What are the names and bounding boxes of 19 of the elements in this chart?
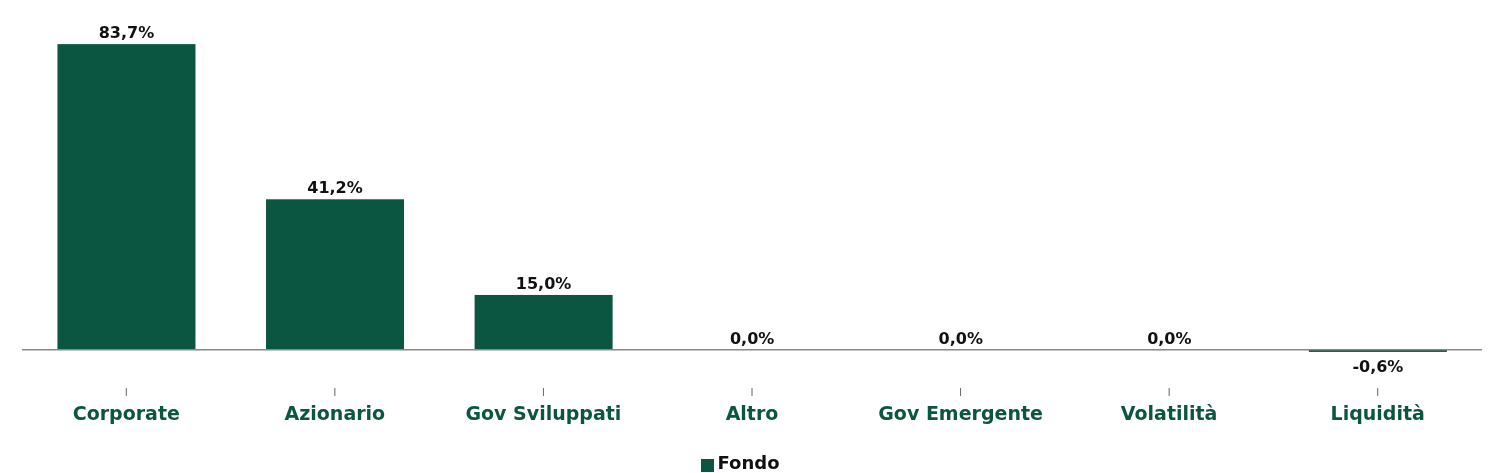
bar: [57, 44, 196, 350]
x-tick-label: Volatilità: [1120, 402, 1218, 424]
x-tick-label: Azionario: [284, 402, 386, 424]
legend-label: Fondo: [717, 452, 780, 473]
x-tick-label: Liquidità: [1330, 402, 1425, 424]
x-tick-label: Altro: [725, 402, 779, 424]
x-tick-label: Gov Sviluppati: [465, 402, 622, 424]
bar: [474, 294, 613, 350]
x-tick-label: Gov Emergente: [878, 402, 1043, 424]
bar: [1308, 349, 1447, 352]
bar: [266, 199, 405, 350]
data-label: 15,0%: [515, 273, 572, 293]
data-label: 0,0%: [938, 328, 983, 348]
data-label: -0,6%: [1352, 356, 1404, 376]
data-label: 0,0%: [729, 328, 775, 348]
data-label: 0,0%: [1147, 328, 1192, 348]
x-tick-label: Corporate: [72, 402, 180, 424]
data-label: 41,2%: [307, 178, 363, 198]
data-label: 83,7%: [98, 23, 155, 43]
